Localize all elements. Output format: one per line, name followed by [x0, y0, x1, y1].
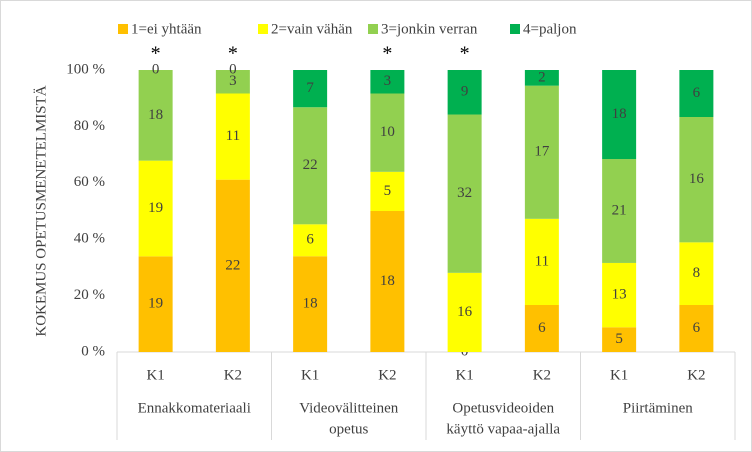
data-label: 0	[229, 61, 237, 77]
data-label: 22	[303, 157, 318, 173]
data-label: 18	[148, 107, 163, 123]
bar-segment	[602, 262, 637, 328]
legend-label: 2=vain vähän	[271, 21, 353, 37]
group-label: Opetusvideoiden	[452, 400, 554, 416]
group-label: Piirtäminen	[623, 400, 693, 416]
bar-segment	[524, 305, 559, 352]
data-label: 6	[693, 320, 701, 336]
data-label: 6	[693, 85, 701, 101]
data-label: 16	[689, 171, 705, 187]
legend-label: 1=ei yhtään	[131, 21, 202, 37]
data-label: 6	[306, 232, 314, 248]
data-label: 19	[148, 296, 163, 312]
bar-segment	[138, 256, 173, 352]
data-label: 17	[534, 144, 550, 160]
y-tick-label: 100 %	[66, 61, 105, 77]
bar-segment	[602, 159, 637, 263]
bar-segment	[447, 272, 482, 352]
y-tick-label: 0 %	[81, 343, 105, 359]
annotation: *	[460, 43, 470, 65]
bar-segment	[679, 305, 714, 352]
data-label: 18	[612, 106, 627, 122]
x-tick-label: K1	[301, 367, 319, 383]
bar-segment	[370, 93, 405, 172]
group-label: opetus	[329, 421, 368, 437]
y-tick-label: 40 %	[74, 231, 105, 247]
bar-segment	[293, 256, 328, 352]
group-label: Videovälitteinen	[299, 400, 399, 416]
data-label: 11	[535, 253, 549, 269]
bar-segment	[293, 107, 328, 225]
bar-segment	[215, 93, 250, 180]
data-label: 5	[615, 331, 623, 347]
x-tick-label: K1	[146, 367, 164, 383]
data-label: 11	[226, 128, 240, 144]
y-tick-label: 60 %	[74, 174, 105, 190]
bar-segment	[215, 179, 250, 352]
data-label: 22	[225, 257, 240, 273]
x-tick-label: K1	[455, 367, 473, 383]
x-tick-label: K2	[533, 367, 551, 383]
bar-segment	[215, 70, 250, 94]
x-tick-label: K2	[687, 367, 705, 383]
bar-segment	[447, 70, 482, 115]
data-label: 32	[457, 185, 472, 201]
legend-swatch	[118, 24, 128, 34]
bar-segment	[293, 70, 328, 108]
bar-segment	[138, 70, 173, 161]
bar-segment	[524, 70, 559, 86]
annotation: *	[151, 43, 161, 65]
data-label: 19	[148, 200, 163, 216]
bar-segment	[679, 117, 714, 243]
legend-label: 3=jonkin verran	[381, 21, 478, 37]
bar-segment	[370, 70, 405, 94]
data-label: 9	[461, 84, 469, 100]
bar-segment	[524, 218, 559, 305]
bar-segment	[370, 211, 405, 352]
data-label: 6	[538, 320, 546, 336]
annotation: *	[228, 43, 238, 65]
bar-segment	[679, 70, 714, 117]
bar-segment	[602, 327, 637, 352]
data-label: 3	[384, 73, 392, 89]
y-tick-label: 20 %	[74, 287, 105, 303]
x-tick-label: K1	[610, 367, 628, 383]
x-tick-label: K2	[224, 367, 242, 383]
group-label: käyttö vapaa-ajalla	[446, 421, 560, 437]
bar-segment	[293, 224, 328, 257]
annotation: *	[382, 43, 392, 65]
data-label: 13	[612, 287, 627, 303]
bar-segment	[370, 171, 405, 211]
data-label: 5	[384, 183, 392, 199]
bar-segment	[138, 160, 173, 257]
data-label: 18	[303, 296, 318, 312]
bar-segment	[602, 70, 637, 160]
y-tick-label: 80 %	[74, 118, 105, 134]
data-label: 0	[152, 61, 160, 77]
bar-segment	[447, 114, 482, 273]
data-label: 7	[306, 80, 314, 96]
data-label: 21	[612, 202, 627, 218]
data-label: 10	[380, 124, 395, 140]
legend-swatch	[368, 24, 378, 34]
bar-segment	[524, 85, 559, 219]
data-label: 2	[538, 69, 546, 85]
data-label: 18	[380, 273, 395, 289]
x-tick-label: K2	[378, 367, 396, 383]
data-label: 3	[229, 73, 237, 89]
legend-swatch	[510, 24, 520, 34]
group-label: Ennakkomateriaali	[138, 400, 251, 416]
data-label: 16	[457, 304, 473, 320]
data-label: 8	[693, 265, 701, 281]
legend-swatch	[258, 24, 268, 34]
legend-label: 4=paljon	[523, 21, 577, 37]
bar-segment	[679, 242, 714, 305]
y-axis-label: KOKEMUS OPETUSMENETELMISTÄ	[32, 85, 49, 336]
